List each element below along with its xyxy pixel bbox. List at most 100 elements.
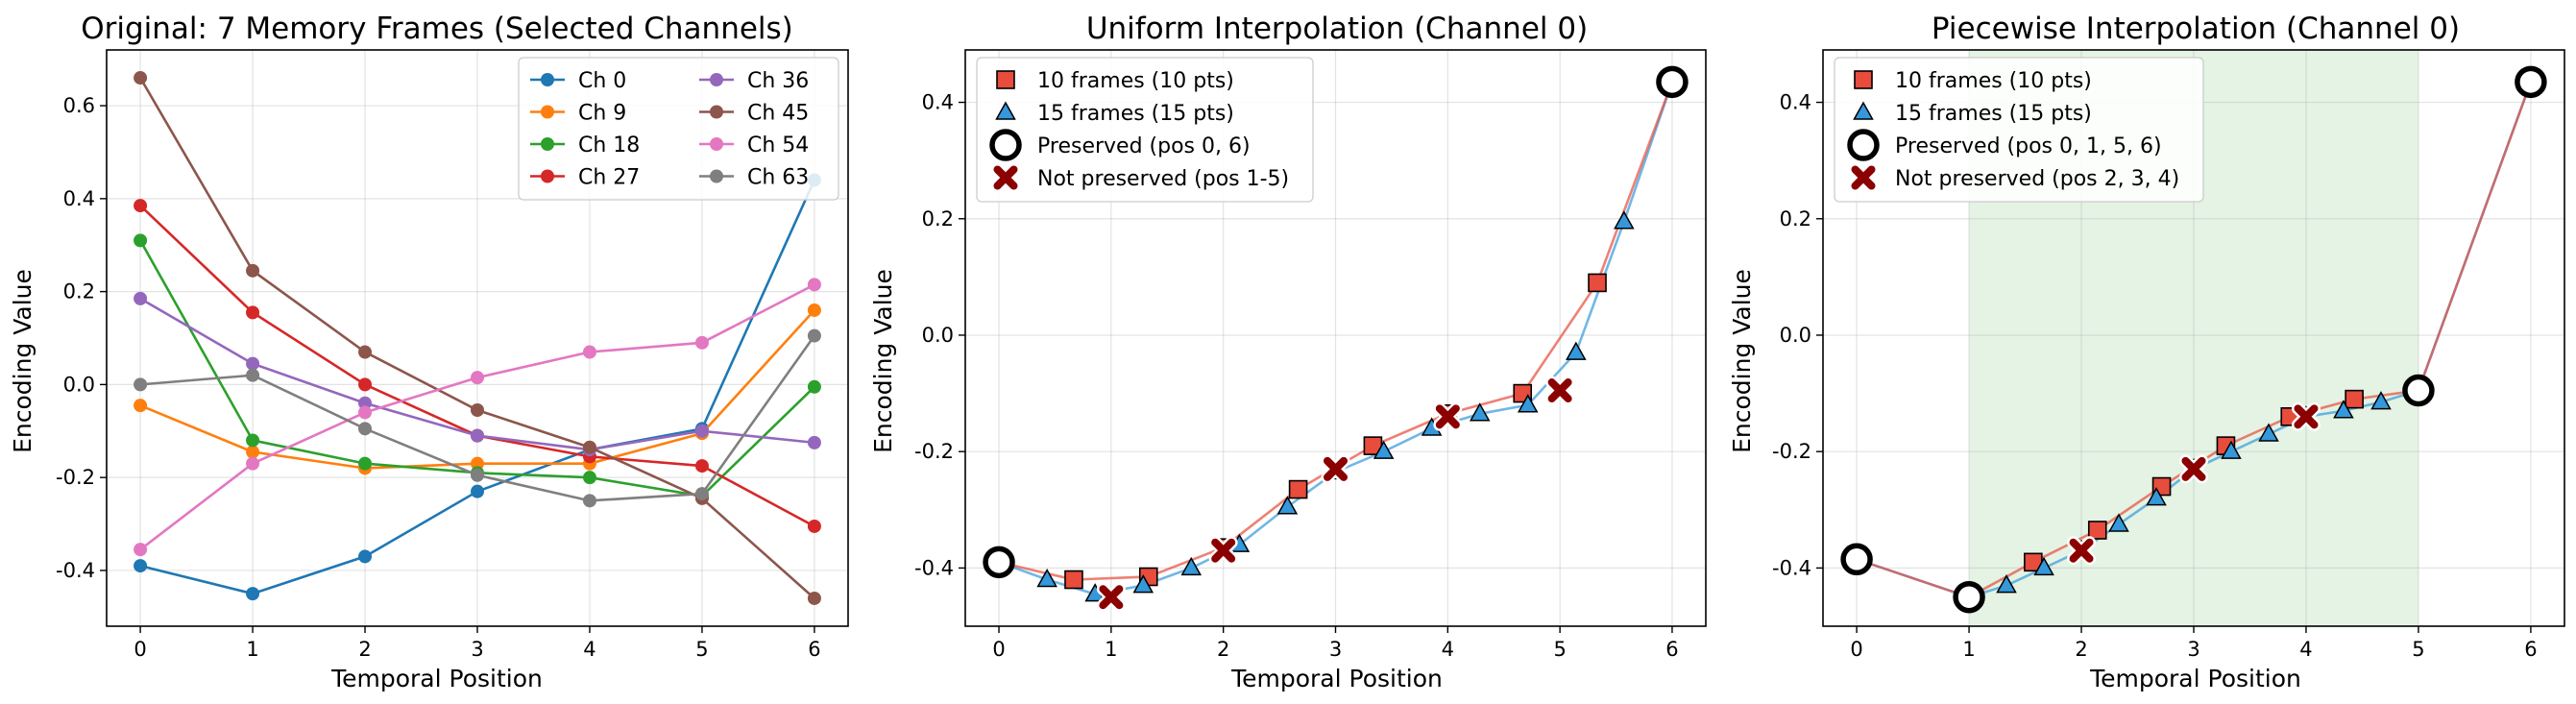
x-marker-stroke bbox=[2181, 456, 2206, 481]
chart-title: Original: 7 Memory Frames (Selected Chan… bbox=[81, 12, 793, 46]
y-tick-label: 0.2 bbox=[922, 207, 954, 231]
x-tick-label: 5 bbox=[1553, 638, 1566, 661]
legend-label: Ch 18 bbox=[578, 134, 640, 158]
square-marker bbox=[2087, 521, 2107, 540]
x-tick-label: 0 bbox=[134, 638, 146, 661]
triangle-marker bbox=[1469, 402, 1491, 422]
x-marker-stroke bbox=[1099, 585, 1124, 610]
x-tick-label: 2 bbox=[1217, 638, 1229, 661]
data-point bbox=[246, 263, 260, 278]
x-tick-label: 3 bbox=[471, 638, 483, 661]
data-point bbox=[471, 468, 484, 482]
x-marker-stroke bbox=[2294, 404, 2319, 429]
legend-label: 10 frames (10 pts) bbox=[1895, 69, 2092, 93]
y-tick-label: -0.4 bbox=[56, 559, 95, 582]
x-marker-stroke bbox=[1851, 165, 1876, 190]
data-point bbox=[246, 445, 260, 459]
y-tick-label: -0.4 bbox=[914, 556, 954, 579]
legend: 10 frames (10 pts) 15 frames (15 pts) Pres… bbox=[976, 57, 1314, 203]
data-point bbox=[358, 549, 373, 564]
y-tick-label: 0.2 bbox=[1780, 207, 1811, 231]
data-point bbox=[582, 471, 596, 485]
x-marker bbox=[1208, 536, 1238, 566]
y-axis-label: Encoding Value bbox=[869, 269, 897, 453]
legend-box bbox=[976, 57, 1314, 203]
x-tick-label: 1 bbox=[246, 638, 258, 661]
x-tick-label: 1 bbox=[1962, 638, 1975, 661]
x-marker bbox=[2291, 401, 2321, 431]
x-axis-label: Temporal Position bbox=[1230, 665, 1443, 692]
legend-swatch bbox=[1854, 70, 1873, 89]
ring-marker bbox=[1656, 65, 1689, 99]
x-tick-label: 2 bbox=[2075, 638, 2087, 661]
data-point bbox=[134, 399, 148, 413]
triangle-marker bbox=[2146, 487, 2167, 506]
triangle-marker bbox=[1996, 574, 2017, 594]
legend-swatch-dot bbox=[541, 169, 554, 183]
data-point bbox=[471, 428, 484, 443]
triangle-marker bbox=[1614, 210, 1635, 230]
data-point bbox=[134, 291, 148, 305]
x-tick-label: 4 bbox=[1442, 638, 1454, 661]
data-point bbox=[134, 543, 148, 557]
data-point bbox=[134, 559, 148, 573]
data-point bbox=[471, 484, 484, 498]
legend-swatch-dot bbox=[710, 73, 723, 86]
y-tick-label: 0.0 bbox=[63, 373, 95, 396]
x-tick-label: 3 bbox=[2187, 638, 2199, 661]
legend-swatch-dot bbox=[541, 105, 554, 119]
legend-label: Ch 45 bbox=[747, 102, 809, 126]
legend-swatch bbox=[995, 101, 1016, 120]
data-point bbox=[246, 368, 260, 382]
square-marker bbox=[1064, 570, 1083, 590]
y-axis-label: Encoding Value bbox=[9, 269, 36, 453]
x-tick-label: 3 bbox=[1329, 638, 1342, 661]
legend-label: Ch 9 bbox=[578, 102, 626, 126]
legend-box bbox=[1834, 57, 2204, 203]
x-tick-label: 6 bbox=[808, 638, 820, 661]
legend-swatch bbox=[1849, 163, 1878, 192]
data-point bbox=[807, 303, 821, 317]
plot-frame bbox=[1822, 49, 2565, 627]
x-marker-stroke bbox=[2069, 538, 2094, 563]
x-marker bbox=[2179, 454, 2208, 484]
x-tick-label: 0 bbox=[1850, 638, 1862, 661]
legend-swatch bbox=[991, 163, 1020, 192]
triangle-marker bbox=[2333, 400, 2354, 419]
data-point bbox=[807, 435, 821, 449]
y-tick-label: -0.4 bbox=[1772, 556, 1811, 579]
data-point bbox=[358, 345, 373, 359]
chart-title: Piecewise Interpolation (Channel 0) bbox=[1932, 12, 2460, 46]
legend-label: Preserved (pos 0, 6) bbox=[1037, 134, 1251, 158]
legend-swatch bbox=[996, 70, 1015, 89]
legend-label: Ch 36 bbox=[747, 69, 809, 93]
triangle-marker bbox=[1566, 341, 1587, 360]
x-marker-stroke bbox=[1324, 456, 1348, 481]
triangle-marker bbox=[1132, 574, 1154, 594]
y-tick-label: 0.2 bbox=[63, 280, 95, 303]
data-point bbox=[246, 433, 260, 448]
data-point bbox=[694, 335, 709, 350]
triangle-marker bbox=[1180, 556, 1203, 576]
data-point bbox=[246, 305, 260, 320]
legend-label: Not preserved (pos 2, 3, 4) bbox=[1895, 167, 2179, 191]
legend-label: Ch 54 bbox=[747, 134, 809, 158]
square-marker bbox=[1588, 273, 1607, 293]
legend-label: Not preserved (pos 1-5) bbox=[1037, 167, 1289, 191]
x-marker-stroke bbox=[1547, 378, 1572, 403]
legend: 10 frames (10 pts) 15 frames (15 pts) Pres… bbox=[1834, 57, 2204, 203]
data-point bbox=[358, 456, 373, 471]
x-marker-stroke bbox=[1211, 538, 1236, 563]
legend-label: Ch 0 bbox=[578, 69, 626, 93]
x-axis-label: Temporal Position bbox=[2089, 665, 2301, 692]
legend-label: 15 frames (15 pts) bbox=[1037, 102, 1234, 126]
data-point bbox=[807, 379, 821, 394]
triangle-marker bbox=[2370, 391, 2392, 410]
legend-label: 10 frames (10 pts) bbox=[1037, 69, 1234, 93]
chart-original-channels: Original: 7 Memory Frames (Selected Chan… bbox=[9, 12, 849, 692]
x-tick-label: 0 bbox=[992, 638, 1005, 661]
legend-swatch bbox=[989, 129, 1022, 161]
triangle-marker bbox=[1517, 394, 1539, 413]
data-point bbox=[694, 459, 709, 473]
